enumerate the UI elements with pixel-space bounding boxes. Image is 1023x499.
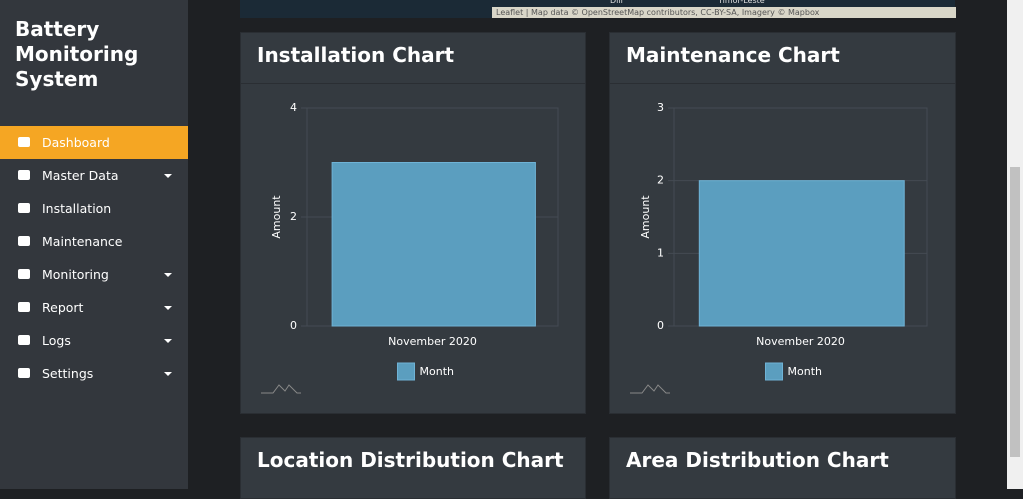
sidebar: Battery Monitoring System Dashboard Maste…: [0, 0, 188, 489]
menu-item[interactable]: Monitoring: [0, 258, 188, 291]
bar: [698, 180, 905, 327]
chart-card: Maintenance Chart 0 1 2 3 Amount November 2020…: [609, 32, 956, 414]
menu-item[interactable]: Maintenance: [0, 225, 188, 258]
map-label: Timor-Leste: [718, 0, 765, 5]
map-attribution[interactable]: Leaflet | Map data © OpenStreetMap contr…: [492, 7, 956, 18]
panel-card: Location Distribution Chart: [240, 437, 586, 499]
card-title: Location Distribution Chart: [257, 448, 564, 472]
legend-label: Month: [420, 365, 455, 378]
menu-icon: [18, 368, 30, 378]
menu-label: Maintenance: [42, 234, 123, 249]
menu-label: Settings: [42, 366, 94, 381]
menu-label: Monitoring: [42, 267, 109, 282]
menu-icon: [18, 170, 30, 180]
y-tick-label: 4: [290, 101, 297, 114]
map: Dili Timor-Leste Leaflet | Map data © Op…: [240, 0, 956, 18]
y-tick-label: 2: [290, 210, 297, 223]
caret: [164, 273, 172, 281]
chart-icon: [630, 384, 670, 394]
menu-item[interactable]: Settings: [0, 357, 188, 390]
menu-item[interactable]: Report: [0, 291, 188, 324]
y-tick-label: 0: [657, 319, 664, 332]
card-title: Installation Chart: [257, 43, 455, 67]
menu-item[interactable]: Master Data: [0, 159, 188, 192]
x-tick-label: November 2020: [388, 335, 477, 348]
legend-swatch: [765, 362, 783, 381]
panel-card: Area Distribution Chart: [609, 437, 956, 499]
menu-label: Master Data: [42, 168, 119, 183]
menu-label: Dashboard: [42, 135, 110, 150]
menu-label: Logs: [42, 333, 71, 348]
bar: [331, 162, 536, 327]
caret: [164, 306, 172, 314]
card-title: Maintenance Chart: [626, 43, 840, 67]
legend-swatch: [397, 362, 415, 381]
caret: [164, 372, 172, 380]
y-axis-label: Amount: [270, 195, 283, 239]
caret: [164, 339, 172, 347]
menu-label: Installation: [42, 201, 112, 216]
menu-item[interactable]: Dashboard: [0, 126, 188, 159]
y-tick-label: 1: [657, 246, 664, 259]
menu-item[interactable]: Installation: [0, 192, 188, 225]
map-label: Dili: [610, 0, 623, 5]
menu-icon: [18, 335, 30, 345]
y-tick-label: 3: [657, 101, 664, 114]
menu-icon: [18, 302, 30, 312]
chart-card: Installation Chart 0 2 4 Amount November 2020…: [240, 32, 586, 414]
app-title: Battery Monitoring System: [15, 17, 139, 91]
scrollbar[interactable]: [1007, 0, 1023, 489]
menu-label: Report: [42, 300, 84, 315]
menu-icon: [18, 236, 30, 246]
chart-icon: [261, 384, 301, 394]
caret: [164, 174, 172, 182]
y-axis-label: Amount: [639, 195, 652, 239]
y-tick-label: 0: [290, 319, 297, 332]
menu-icon: [18, 203, 30, 213]
chart: 0 2 4 Amount November 2020 Month: [261, 101, 559, 394]
chart: 0 1 2 3 Amount November 2020 Month: [630, 101, 928, 394]
menu-icon: [18, 269, 30, 279]
legend-label: Month: [788, 365, 823, 378]
y-tick-label: 2: [657, 174, 664, 187]
menu-item[interactable]: Logs: [0, 324, 188, 357]
scroll-thumb[interactable]: [1010, 167, 1020, 457]
menu-icon: [18, 137, 30, 147]
x-tick-label: November 2020: [756, 335, 845, 348]
card-title: Area Distribution Chart: [626, 448, 889, 472]
